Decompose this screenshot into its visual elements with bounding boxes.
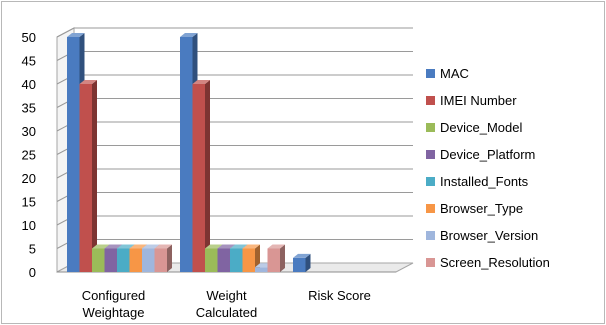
legend-label: Screen_Resolution <box>440 255 550 270</box>
y-axis-ticks: 0 5 10 15 20 25 30 35 40 45 50 <box>22 30 36 280</box>
bar-front <box>205 248 218 272</box>
bar-top <box>117 244 135 249</box>
chart-walls <box>56 27 414 273</box>
legend-item: IMEI Number <box>426 93 517 108</box>
bar-browser-type <box>242 244 260 272</box>
y-tick-label: 50 <box>22 30 36 45</box>
bar-side <box>305 253 311 272</box>
bar-front <box>92 248 105 272</box>
bar-imei-number <box>79 80 97 272</box>
legend-swatch <box>426 231 435 240</box>
bar-side <box>92 80 97 272</box>
category-labels: Configured Weightage Weight Calculated Risk … <box>82 288 371 320</box>
bar-top <box>104 244 122 249</box>
legend-swatch <box>426 204 435 213</box>
y-tick-label: 20 <box>22 171 36 186</box>
legend-item: Browser_Type <box>426 201 523 216</box>
legend-swatch <box>426 150 435 159</box>
gridline <box>56 27 413 38</box>
bar-front <box>79 84 92 272</box>
legend-label: Browser_Version <box>440 228 538 243</box>
legend-item: Installed_Fonts <box>426 174 529 189</box>
legend-label: Browser_Type <box>440 201 523 216</box>
y-tick-label: 45 <box>22 54 36 69</box>
bar-top <box>92 244 110 249</box>
bar-top <box>267 244 285 249</box>
bar-top <box>142 244 160 249</box>
legend-label: Device_Model <box>440 120 522 135</box>
bar-front <box>129 248 142 272</box>
bar-screen-resolution <box>267 244 285 272</box>
legend-item: Device_Platform <box>426 147 535 162</box>
legend-swatch <box>426 258 435 267</box>
bar-mac <box>293 253 311 272</box>
bar-screen-resolution <box>154 244 172 272</box>
bar-front <box>293 257 306 272</box>
bar-top <box>217 244 235 249</box>
bar-side <box>280 244 285 272</box>
y-tick-label: 40 <box>22 77 36 92</box>
legend-swatch <box>426 96 435 105</box>
bar-top <box>230 244 248 249</box>
bars <box>67 33 311 272</box>
bar-top <box>192 80 210 84</box>
legend-item: Browser_Version <box>426 228 538 243</box>
legend-item: Device_Model <box>426 120 522 135</box>
bar-front <box>255 267 268 272</box>
category-label: Risk Score <box>308 288 371 303</box>
y-tick-label: 15 <box>22 195 36 210</box>
bar-front <box>154 248 167 272</box>
bar-top <box>79 80 97 84</box>
legend-item: MAC <box>426 66 469 81</box>
legend-label: Device_Platform <box>440 147 535 162</box>
legend-item: Screen_Resolution <box>426 255 550 270</box>
legend-swatch <box>426 177 435 186</box>
y-tick-label: 35 <box>22 101 36 116</box>
bar-front <box>117 248 130 272</box>
y-tick-label: 5 <box>29 242 36 257</box>
bar-front <box>230 248 243 272</box>
bar-front <box>217 248 230 272</box>
y-tick-label: 25 <box>22 148 36 163</box>
category-label: Weight Calculated <box>196 288 257 320</box>
bar-front <box>180 37 193 272</box>
legend-label: Installed_Fonts <box>440 174 529 189</box>
bar-top <box>205 244 223 249</box>
bar-front <box>104 248 117 272</box>
bar-side <box>167 244 172 272</box>
bar-top <box>293 253 311 258</box>
bar-side <box>205 80 210 272</box>
bar-top <box>129 244 147 249</box>
legend-label: MAC <box>440 66 469 81</box>
bar-front <box>67 37 80 272</box>
bar-top <box>242 244 260 249</box>
bar-front <box>142 248 155 272</box>
bar-front <box>267 248 280 272</box>
y-tick-label: 0 <box>29 265 36 280</box>
legend-swatch <box>426 123 435 132</box>
bar-top <box>154 244 172 249</box>
bar-imei-number <box>192 80 210 272</box>
bar-top <box>180 33 198 37</box>
bar-front <box>192 84 205 272</box>
bar-top <box>67 33 85 37</box>
y-tick-label: 30 <box>22 124 36 139</box>
y-tick-label: 10 <box>22 218 36 233</box>
legend-swatch <box>426 69 435 78</box>
bar-front <box>242 248 255 272</box>
category-label: Configured Weightage <box>82 288 146 320</box>
legend-label: IMEI Number <box>440 93 517 108</box>
legend: MAC IMEI Number Device_Model Device_Platfor… <box>426 66 550 270</box>
